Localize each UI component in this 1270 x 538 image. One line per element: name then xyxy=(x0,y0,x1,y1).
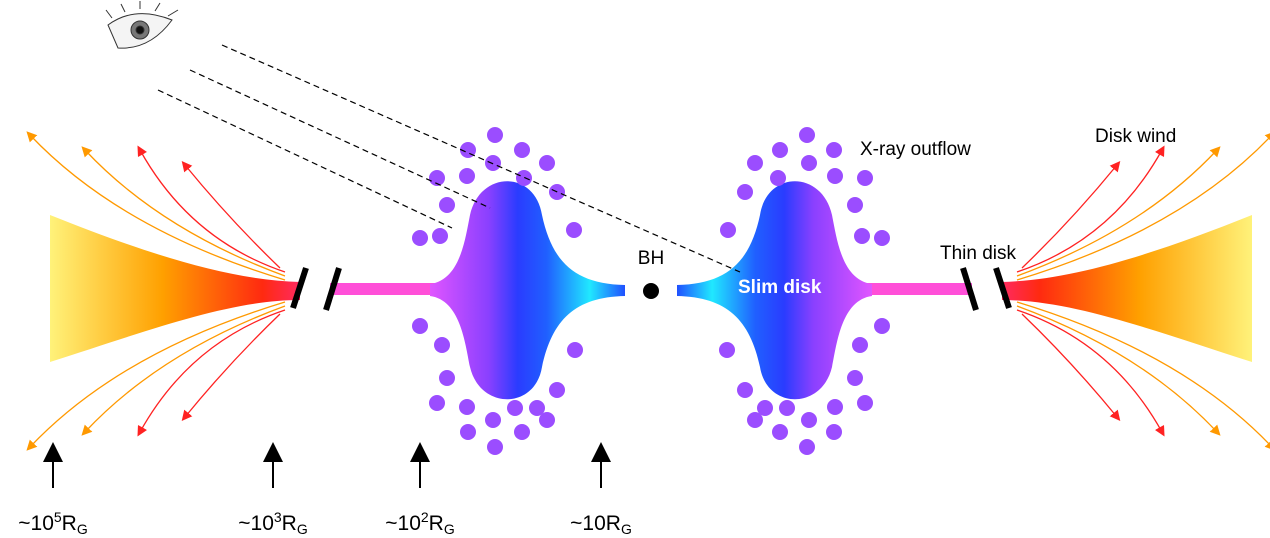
scale-subscript: G xyxy=(621,521,632,537)
wind-label: Disk wind xyxy=(1095,126,1176,147)
scale-subscript: G xyxy=(444,521,455,537)
scale-unit: R xyxy=(429,512,444,535)
scale-label: ~102RG xyxy=(385,509,454,537)
scale-labels: ~105RG ~103RG ~102RG ~10RG xyxy=(18,509,632,537)
scale-exponent: 3 xyxy=(274,509,282,525)
slim-label: Slim disk xyxy=(738,277,822,298)
bh-label: BH xyxy=(638,248,664,269)
outflow-label: X-ray outflow xyxy=(860,139,971,160)
scale-base: ~10 xyxy=(570,512,606,535)
scale-label: ~10RG xyxy=(570,512,632,537)
scale-exponent: 5 xyxy=(54,509,62,525)
sight-lines xyxy=(157,44,741,273)
scale-unit: R xyxy=(62,512,77,535)
black-hole xyxy=(643,283,659,299)
scale-unit: R xyxy=(282,512,297,535)
left-disk xyxy=(30,127,625,455)
thin-label: Thin disk xyxy=(940,243,1017,264)
scale-subscript: G xyxy=(77,521,88,537)
scale-subscript: G xyxy=(297,521,308,537)
scale-base: ~10 xyxy=(238,512,274,535)
scale-label: ~105RG xyxy=(18,509,87,537)
scale-arrows xyxy=(43,442,611,488)
scale-label: ~103RG xyxy=(238,509,307,537)
scale-exponent: 2 xyxy=(421,509,429,525)
eye xyxy=(105,1,179,49)
scale-base: ~10 xyxy=(385,512,421,535)
scale-unit: R xyxy=(606,512,621,535)
scale-base: ~10 xyxy=(18,512,54,535)
